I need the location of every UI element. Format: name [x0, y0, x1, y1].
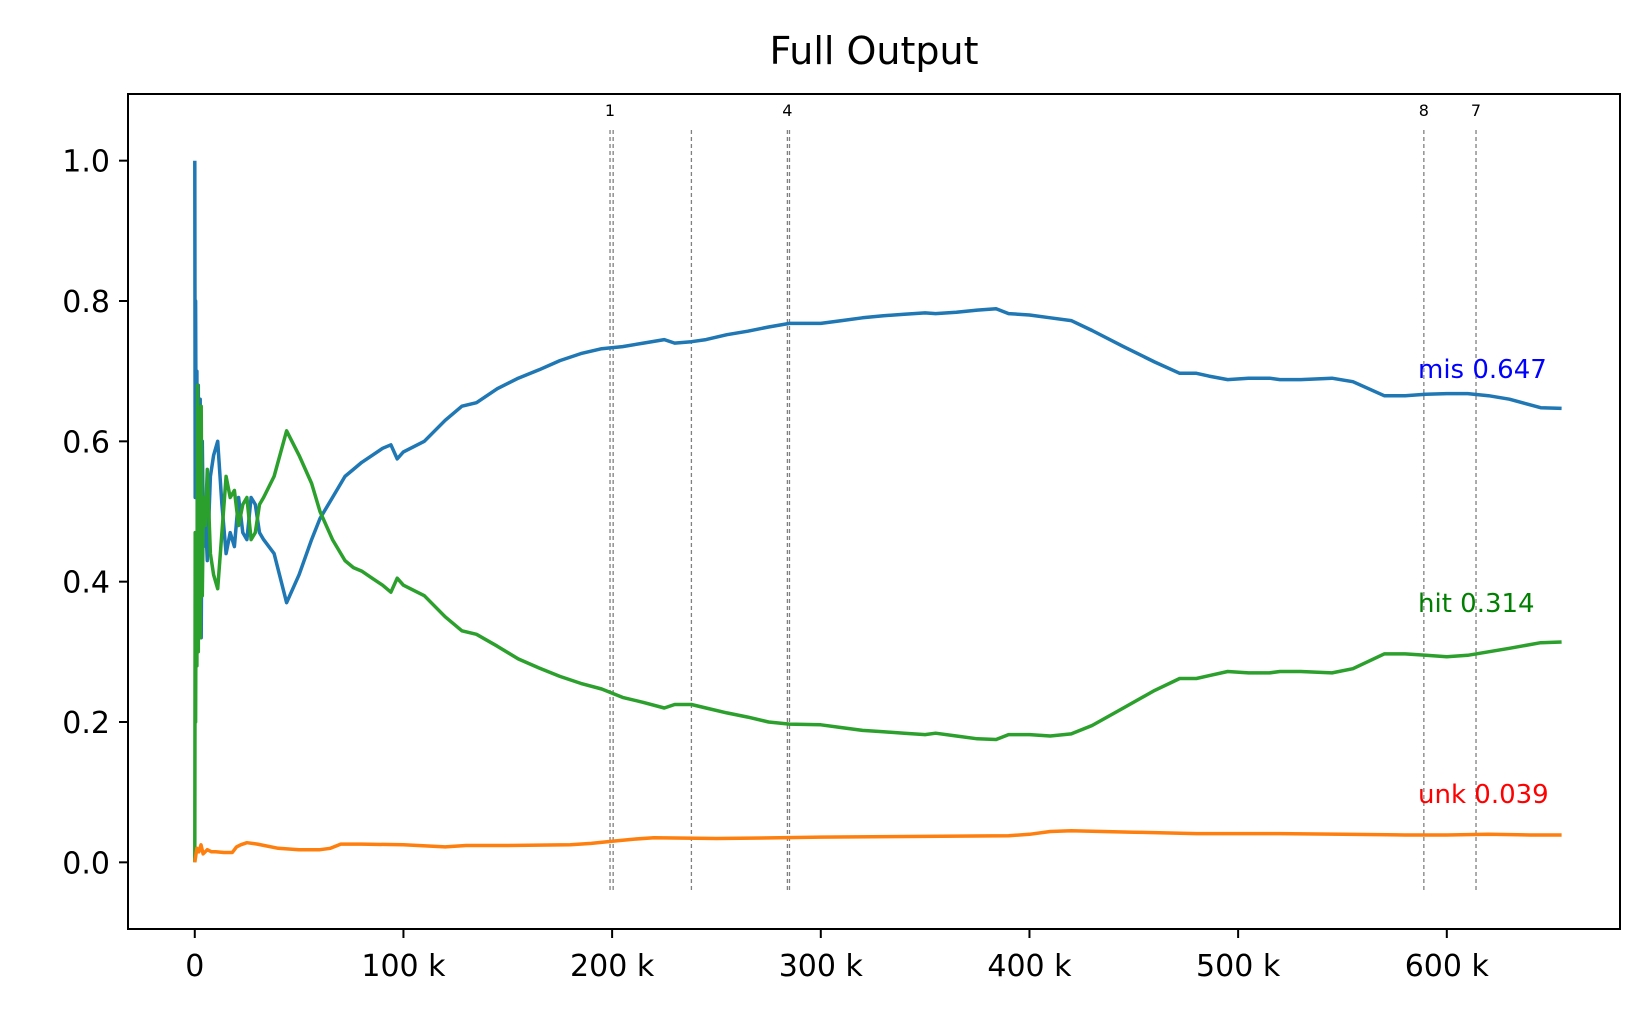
end-label-unk: unk 0.039 — [1418, 780, 1549, 810]
x-tick-label: 0 — [185, 949, 204, 984]
end-label-hit: hit 0.314 — [1418, 589, 1535, 619]
vertical-marker-label: 8 — [1419, 101, 1429, 120]
series-line-unk — [193, 829, 1562, 863]
x-tick-label: 500 k — [1196, 949, 1281, 984]
y-tick-label: 0.8 — [62, 285, 110, 320]
chart-title: Full Output — [769, 29, 978, 73]
series-line-mis — [193, 160, 1562, 654]
vertical-marker-label: 1 — [605, 101, 615, 120]
y-tick-label: 0.0 — [62, 846, 110, 881]
x-tick-label: 600 k — [1405, 949, 1490, 984]
x-tick-label: 400 k — [987, 949, 1072, 984]
y-tick-label: 1.0 — [62, 145, 110, 180]
plot-area: 1 4 8 7 mis 0.647 hit 0.314 unk 0.039 — [193, 101, 1562, 892]
end-label-mis: mis 0.647 — [1418, 355, 1547, 385]
x-tick-label: 200 k — [570, 949, 655, 984]
plot-frame — [127, 93, 1621, 930]
x-tick-label: 300 k — [779, 949, 864, 984]
x-tick-label: 100 k — [361, 949, 446, 984]
series-line-hit — [193, 383, 1562, 863]
y-tick-label: 0.4 — [62, 566, 110, 601]
axes: 0 100 k 200 k 300 k 400 k 500 k 600 k 0.0 0.2 0.4… — [62, 145, 1489, 984]
y-tick-label: 0.2 — [62, 706, 110, 741]
y-tick-label: 0.6 — [62, 425, 110, 460]
vertical-marker-label: 4 — [782, 101, 792, 120]
vertical-marker-label: 7 — [1471, 101, 1481, 120]
